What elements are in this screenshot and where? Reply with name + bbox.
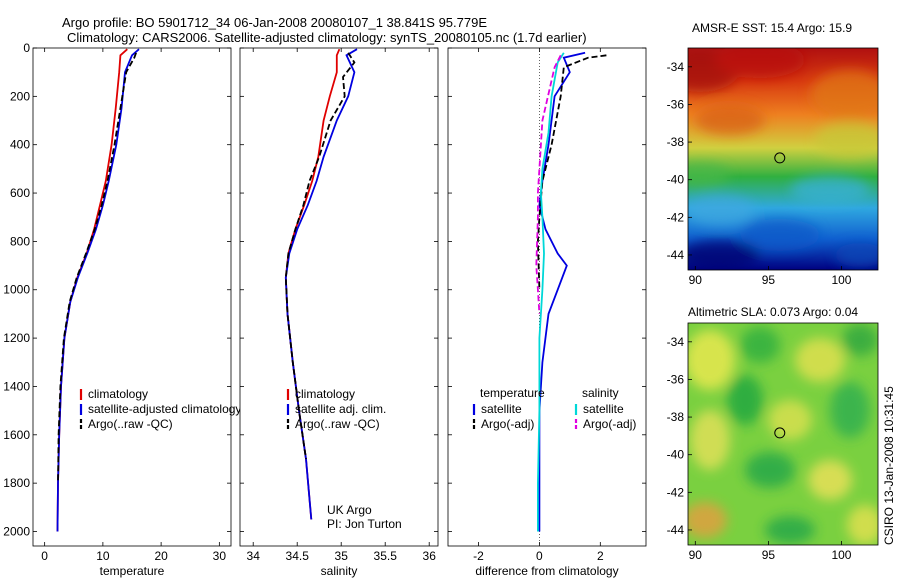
depth-ytick-label: 1000	[3, 283, 30, 297]
figure-title-line1: Argo profile: BO 5901712_34 06-Jan-2008 …	[62, 15, 487, 30]
salinity-xtick-label: 35.5	[374, 549, 398, 563]
salinity-legend-entry: climatology	[295, 387, 355, 401]
difference-axes-box	[447, 47, 647, 547]
temperature-xlabel: temperature	[100, 564, 165, 578]
side-credit: CSIRO 13-Jan-2008 10:31:45	[882, 386, 896, 545]
sst-map-ytick-label: -34	[667, 60, 685, 74]
salinity-annotation: PI: Jon Turton	[327, 517, 402, 531]
sla-map-argo-location-marker	[774, 427, 786, 439]
depth-ytick-label: 2000	[3, 524, 30, 538]
difference-series-salinity-argo-adj-	[535, 54, 562, 314]
salinity-annotation: UK Argo	[327, 503, 372, 517]
sla-map-ytick-label: -44	[667, 523, 685, 537]
sst-map-ytick-label: -36	[667, 97, 685, 111]
salinity-panel: 34 34.5 35 35.5 36 salinity climatologysatelli…	[239, 47, 439, 578]
sst-map-ytick-label: -38	[667, 135, 685, 149]
depth-ytick-label: 800	[10, 234, 30, 248]
sla-map-title: Altimetric SLA: 0.073 Argo: 0.04	[688, 305, 858, 319]
salinity-series-argo-raw-qc-	[284, 52, 356, 460]
sla-map: Altimetric SLA: 0.073 Argo: 0.04 90 95 100…	[667, 305, 879, 562]
sst-map-xtick-label: 95	[762, 273, 776, 287]
difference-xtick-label: 2	[597, 549, 604, 563]
salinity-xtick-label: 36	[423, 549, 437, 563]
sla-map-ytick-label: -42	[667, 485, 685, 499]
sst-map-xtick-label: 90	[689, 273, 703, 287]
sst-map-ytick-label: -44	[667, 248, 685, 262]
temperature-legend-entry: Argo(..raw -QC)	[88, 417, 173, 431]
sst-map-argo-location-marker	[774, 152, 786, 164]
depth-ytick-label: 200	[10, 89, 30, 103]
sst-map-ytick-label: -42	[667, 210, 685, 224]
temperature-xtick-label: 0	[41, 549, 48, 563]
sla-map-ytick-label: -40	[667, 448, 685, 462]
salinity-legend-entry: satellite adj. clim.	[295, 402, 386, 416]
depth-ytick-label: 600	[10, 186, 30, 200]
sla-map-xtick-label: 90	[689, 548, 703, 562]
difference-xtick-label: 0	[536, 549, 543, 563]
temperature-axes-box	[32, 47, 232, 547]
sst-map: AMSR-E SST: 15.4 Argo: 15.9 90 95 100 -34 -3…	[667, 21, 879, 287]
difference-series-temperature-satellite	[538, 51, 586, 532]
difference-series-salinity-satellite	[537, 52, 565, 532]
temperature-xtick-label: 20	[154, 549, 168, 563]
sla-map-xtick-label: 100	[831, 548, 851, 562]
difference-xlabel: difference from climatology	[475, 564, 618, 578]
difference-series-temperature-argo-adj-	[536, 54, 607, 290]
sla-map-ytick-label: -36	[667, 372, 685, 386]
figure-title-line2: Climatology: CARS2006. Satellite-adjuste…	[67, 30, 587, 45]
difference-legend-title-temperature: temperature	[480, 386, 545, 400]
sla-map-xtick-label: 95	[762, 548, 776, 562]
temperature-xtick-label: 10	[96, 549, 110, 563]
salinity-series-satellite-adj-clim-	[284, 48, 358, 520]
depth-ytick-label: 1400	[3, 379, 30, 393]
depth-ytick-label: 1200	[3, 331, 30, 345]
sst-map-xtick-label: 100	[831, 273, 851, 287]
temperature-panel: 0 10 20 30 temperature 0 200 400 600 800 1000 1200 1…	[3, 41, 241, 578]
sst-map-title: AMSR-E SST: 15.4 Argo: 15.9	[692, 21, 852, 35]
depth-ytick-label: 0	[23, 41, 30, 55]
temperature-legend-entry: satellite-adjusted climatology	[88, 402, 241, 416]
difference-legend-entry: satellite	[583, 402, 624, 416]
temperature-xtick-label: 30	[213, 549, 227, 563]
depth-ytick-label: 1800	[3, 476, 30, 490]
salinity-axes-box	[239, 47, 439, 547]
difference-legend-entry: Argo(-adj)	[583, 417, 636, 431]
temperature-legend-entry: climatology	[88, 387, 148, 401]
salinity-xtick-label: 34	[247, 549, 261, 563]
sla-map-ytick-label: -34	[667, 335, 685, 349]
salinity-xtick-label: 35	[335, 549, 349, 563]
difference-legend-entry: satellite	[481, 402, 522, 416]
salinity-legend-entry: Argo(..raw -QC)	[295, 417, 380, 431]
difference-xtick-label: -2	[473, 549, 484, 563]
sst-map-ytick-label: -40	[667, 173, 685, 187]
salinity-xlabel: salinity	[321, 564, 358, 578]
sla-map-ytick-label: -38	[667, 410, 685, 424]
temperature-series-argo-raw-qc-	[57, 52, 137, 484]
depth-ytick-label: 400	[10, 138, 30, 152]
depth-ytick-label: 1600	[3, 428, 30, 442]
difference-legend-title-salinity: salinity	[582, 386, 619, 400]
salinity-xtick-label: 34.5	[286, 549, 310, 563]
difference-legend-entry: Argo(-adj)	[481, 417, 534, 431]
